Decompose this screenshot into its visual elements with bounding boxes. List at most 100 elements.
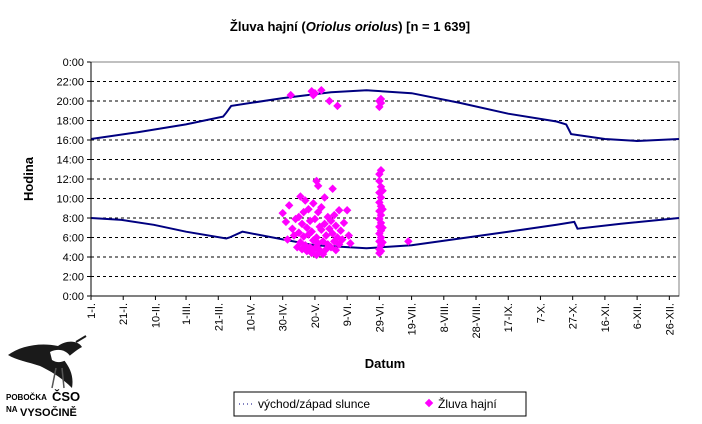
- y-tick-label: 12:00: [56, 174, 84, 186]
- y-tick-label: 0:00: [63, 57, 84, 69]
- data-point: [320, 193, 329, 202]
- data-point: [342, 205, 352, 215]
- x-tick-label: 27-X.: [568, 303, 580, 329]
- data-point: [310, 214, 320, 224]
- logo-line1: POBOČKA: [6, 393, 47, 402]
- x-tick-label: 21-III.: [213, 303, 225, 331]
- data-point: [278, 208, 287, 218]
- data-point: [320, 219, 329, 229]
- x-tick-label: 19-VII.: [407, 303, 419, 335]
- data-point: [309, 199, 318, 208]
- chart-title-suffix: ) [n = 1 639]: [398, 19, 470, 34]
- data-point: [317, 203, 326, 212]
- data-point: [325, 96, 334, 106]
- x-tick-label: 8-VIII.: [439, 303, 451, 332]
- data-point: [336, 226, 345, 235]
- data-point: [304, 204, 313, 214]
- data-point: [344, 231, 353, 240]
- x-tick-label: 30-IV.: [278, 303, 290, 331]
- x-axis-ticks: 1-I. 21-I. 10-II. 1-III. 21-III. 10-IV. 30-IV.…: [86, 296, 676, 338]
- x-tick-label: 28-VIII.: [471, 303, 483, 338]
- bird-points: [278, 86, 413, 260]
- sunset-line: [90, 89, 680, 143]
- data-point: [302, 223, 312, 232]
- data-point: [284, 201, 294, 210]
- data-point: [333, 101, 342, 111]
- data-point: [404, 237, 413, 246]
- y-axis-label: Hodina: [21, 156, 36, 201]
- data-point: [376, 94, 386, 104]
- x-tick-label: 1-I.: [86, 303, 98, 319]
- chart-title-italic: Oriolus oriolus: [306, 19, 398, 34]
- data-point: [334, 205, 344, 215]
- y-tick-label: 8:00: [63, 213, 84, 225]
- data-point: [301, 196, 310, 205]
- data-point: [296, 192, 305, 201]
- logo-line4: VYSOČINĚ: [20, 406, 77, 419]
- x-tick-label: 9-VI.: [342, 303, 354, 326]
- sun-lines: [90, 89, 680, 250]
- x-tick-label: 29-VI.: [374, 303, 386, 332]
- x-tick-label: 10-IV.: [245, 303, 257, 331]
- data-point: [328, 229, 337, 238]
- chart-title-prefix: Žluva hajní (: [230, 19, 307, 34]
- y-tick-label: 0:00: [63, 291, 84, 303]
- data-point: [338, 235, 347, 244]
- y-tick-label: 6:00: [63, 233, 84, 245]
- logo-line2: ČSO: [52, 389, 80, 404]
- legend-box: [233, 391, 527, 417]
- data-point: [330, 210, 339, 220]
- y-tick-label: 10:00: [56, 194, 84, 206]
- x-tick-label: 10-II.: [150, 303, 162, 328]
- data-point: [294, 228, 304, 237]
- data-point: [286, 90, 296, 100]
- legend-bird-marker: [424, 398, 434, 408]
- data-point: [378, 186, 387, 195]
- logo: POBOČKA ČSO NA VYSOČINĚ: [6, 335, 87, 419]
- data-point: [376, 165, 386, 175]
- data-point: [288, 224, 297, 233]
- x-tick-label: 26-XII.: [664, 303, 676, 335]
- data-point: [346, 239, 355, 248]
- legend-bird-label: Žluva hajní: [438, 396, 497, 411]
- y-tick-label: 2:00: [63, 272, 84, 284]
- y-tick-label: 22:00: [56, 77, 84, 89]
- x-tick-label: 6-XII.: [632, 303, 644, 329]
- bird-logo-icon: [8, 335, 87, 389]
- legend-sun-label: východ/západ slunce: [258, 397, 370, 411]
- y-tick-label: 20:00: [56, 96, 84, 108]
- data-point: [328, 184, 337, 193]
- data-point: [317, 225, 326, 234]
- y-tick-label: 18:00: [56, 116, 84, 128]
- logo-line3: NA: [6, 405, 18, 414]
- y-tick-label: 16:00: [56, 135, 84, 147]
- data-point: [307, 227, 316, 236]
- data-point: [294, 212, 304, 222]
- data-point: [321, 231, 331, 240]
- data-point: [310, 88, 320, 98]
- data-point: [281, 217, 291, 227]
- data-point: [331, 221, 341, 231]
- data-point: [339, 218, 349, 228]
- legend: východ/západ slunce Žluva hajní: [233, 391, 527, 417]
- y-tick-label: 4:00: [63, 252, 84, 264]
- data-point: [326, 216, 336, 226]
- x-tick-label: 21-I.: [118, 303, 130, 325]
- data-point: [378, 223, 387, 232]
- y-axis-ticks: 0:00 2:00 4:00 6:00 8:00 10:00 12:00 14:00 16:00…: [56, 57, 91, 303]
- x-tick-label: 1-III.: [181, 303, 193, 325]
- data-point: [378, 204, 387, 214]
- gridlines: [91, 61, 679, 277]
- data-point: [283, 235, 292, 244]
- data-point: [376, 193, 386, 202]
- data-point: [376, 246, 386, 256]
- chart-title: Žluva hajní (Oriolus oriolus) [n = 1 639…: [230, 19, 470, 34]
- x-axis-label: Datum: [365, 356, 405, 371]
- data-point: [378, 238, 387, 247]
- y-tick-label: 14:00: [56, 155, 84, 167]
- x-tick-label: 20-V.: [310, 303, 322, 328]
- x-tick-label: 17-IX.: [503, 303, 515, 332]
- data-point: [331, 245, 341, 255]
- data-point: [317, 86, 326, 95]
